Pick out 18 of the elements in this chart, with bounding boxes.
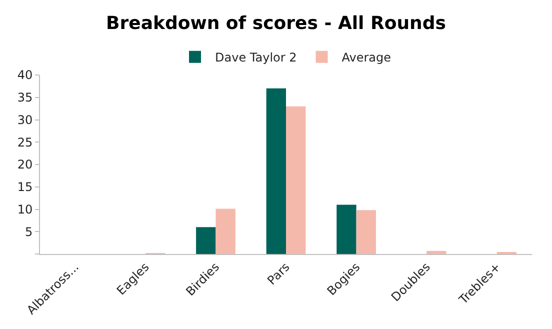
- bar: [336, 204, 356, 254]
- y-tick-label: 25: [17, 135, 33, 150]
- y-tick-label: 30: [17, 112, 33, 127]
- y-tick-label: 10: [17, 202, 33, 216]
- y-tick-label: 5: [24, 224, 33, 239]
- bar: [426, 250, 446, 254]
- legend-label: Dave Taylor 2: [215, 50, 297, 65]
- y-tick-label: 15: [17, 180, 33, 194]
- bar: [216, 208, 236, 254]
- bar: [196, 227, 216, 254]
- chart-title: Breakdown of scores - All Rounds: [106, 13, 446, 34]
- bar: [266, 88, 286, 254]
- bar: [356, 210, 376, 254]
- bar: [286, 106, 306, 254]
- legend-label: Average: [342, 50, 392, 65]
- y-tick-label: 35: [17, 90, 33, 105]
- y-tick-label: 40: [17, 68, 33, 82]
- y-tick-label: 20: [17, 158, 33, 172]
